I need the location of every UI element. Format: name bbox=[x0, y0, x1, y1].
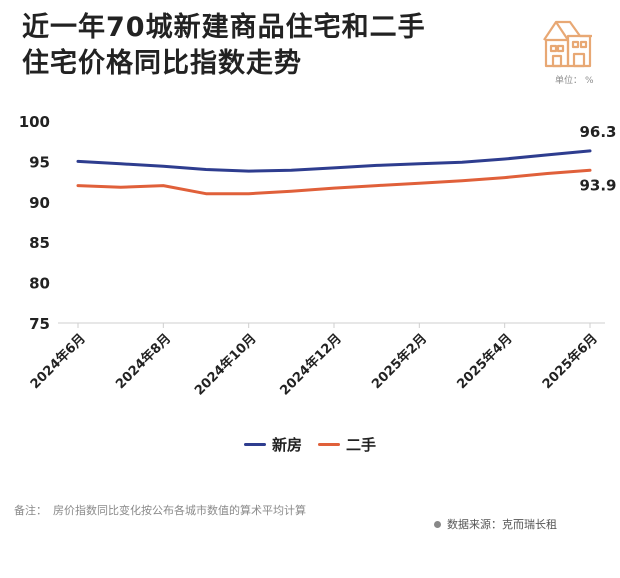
y-tick-label: 80 bbox=[29, 275, 50, 293]
end-value-label-new-house: 96.3 bbox=[579, 123, 616, 141]
x-tick-label: 2025年2月 bbox=[368, 331, 430, 393]
series-line-second-hand bbox=[76, 168, 592, 196]
footnote: 备注： 房价指数同比变化按公布各城市数值的算术平均计算 bbox=[14, 504, 306, 517]
title-line-1: 近一年70城新建商品住宅和二手 bbox=[22, 12, 426, 43]
source-dot-icon bbox=[434, 520, 441, 528]
chart-legend: 新房 二手 bbox=[0, 434, 620, 455]
y-tick-label: 75 bbox=[29, 315, 50, 333]
x-tick-label: 2025年4月 bbox=[454, 331, 516, 393]
chart-title: 近一年70城新建商品住宅和二手 住宅价格同比指数走势 bbox=[22, 10, 426, 82]
x-tick-label: 2025年6月 bbox=[539, 331, 601, 393]
data-source: 数据来源：克而瑞长租 bbox=[434, 516, 557, 532]
legend-label-second-hand: 二手 bbox=[346, 436, 377, 454]
legend-item-new-house: 新房 bbox=[243, 434, 302, 455]
x-tick-label: 2024年12月 bbox=[277, 331, 345, 399]
legend-label-new-house: 新房 bbox=[271, 436, 302, 454]
legend-swatch-second-hand bbox=[318, 443, 340, 446]
y-tick-label: 100 bbox=[19, 113, 50, 131]
legend-swatch-new-house bbox=[243, 443, 266, 446]
x-tick-label: 2024年10月 bbox=[191, 331, 259, 399]
y-tick-label: 85 bbox=[29, 234, 50, 252]
y-tick-label: 95 bbox=[29, 153, 50, 171]
unit-label: 单位：% bbox=[555, 76, 594, 86]
end-value-label-second-hand: 93.9 bbox=[579, 176, 616, 194]
x-tick-label: 2024年6月 bbox=[27, 331, 89, 393]
legend-item-second-hand: 二手 bbox=[318, 434, 376, 455]
title-line-2: 住宅价格同比指数走势 bbox=[22, 48, 302, 79]
house-logo-icon bbox=[543, 20, 592, 68]
x-tick-label: 2024年8月 bbox=[112, 331, 174, 393]
y-tick-label: 90 bbox=[29, 194, 50, 212]
series-line-new-house bbox=[76, 149, 592, 173]
